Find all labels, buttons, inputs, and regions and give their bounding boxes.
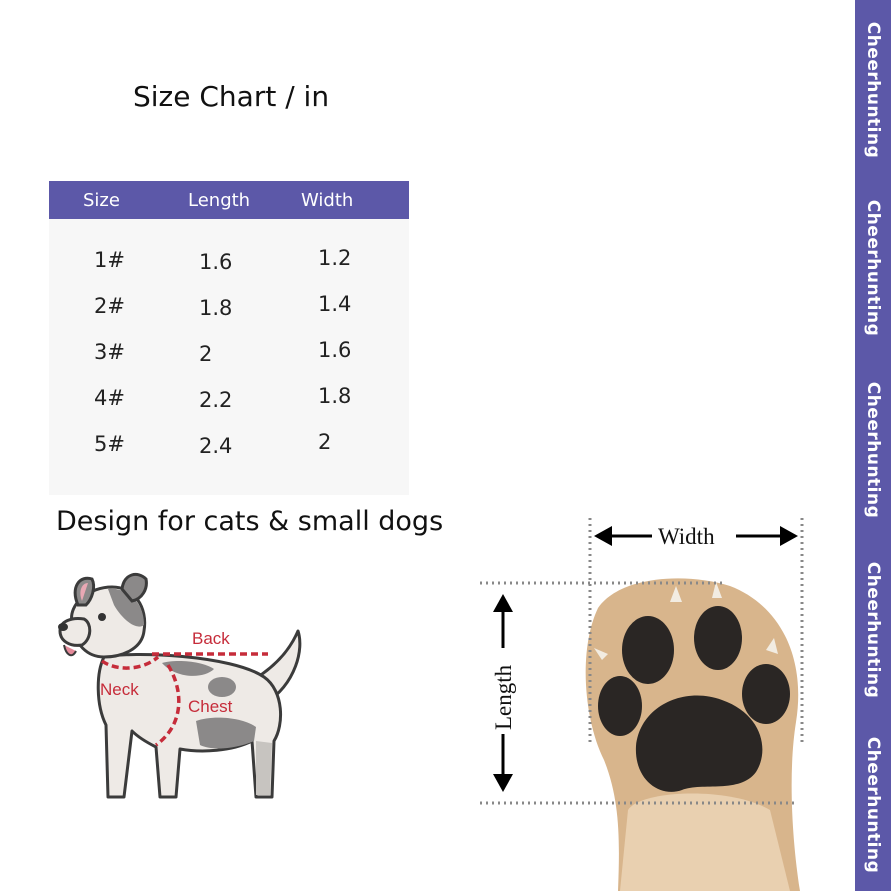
toe-pad: [694, 606, 742, 670]
paw-measure-illustration: Width Length: [480, 518, 804, 891]
back-label: Back: [192, 629, 230, 648]
table-row: 5# 2.4 2: [49, 430, 409, 472]
cell-size: 3#: [94, 340, 125, 364]
header-size: Size: [83, 190, 120, 211]
length-label: Length: [491, 664, 516, 730]
chest-label: Chest: [188, 697, 233, 716]
cell-length: 2: [199, 342, 213, 366]
cell-length: 1.8: [199, 296, 233, 320]
header-width: Width: [301, 190, 354, 211]
chart-title: Size Chart / in: [133, 80, 330, 113]
toe-pad: [622, 616, 674, 684]
cell-width: 1.2: [318, 246, 352, 270]
cell-width: 1.4: [318, 292, 352, 316]
cell-length: 2.2: [199, 388, 233, 412]
dog-measure-illustration: Back Neck Chest: [58, 572, 302, 799]
table-row: 4# 2.2 1.8: [49, 384, 409, 426]
cell-width: 1.8: [318, 384, 352, 408]
brand-sidebar: Cheerhunting Cheerhunting Cheerhunting C…: [855, 0, 891, 891]
table-row: 2# 1.8 1.4: [49, 292, 409, 334]
table-row: 1# 1.6 1.2: [49, 246, 409, 288]
main-pad: [635, 695, 763, 792]
brand-watermark: Cheerhunting: [863, 21, 883, 159]
brand-watermark: Cheerhunting: [863, 736, 883, 874]
brand-watermark: Cheerhunting: [863, 561, 883, 699]
arrow-down-icon: [493, 774, 513, 792]
arrow-right-icon: [780, 526, 798, 546]
table-row: 3# 2 1.6: [49, 338, 409, 380]
brand-watermark: Cheerhunting: [863, 199, 883, 337]
table-header: Size Length Width: [49, 181, 409, 219]
size-table: Size Length Width 1# 1.6 1.2 2# 1.8 1.4 …: [49, 181, 409, 495]
toe-pad: [598, 676, 642, 736]
cell-size: 1#: [94, 248, 125, 272]
subtitle: Design for cats & small dogs: [56, 506, 444, 537]
cell-size: 2#: [94, 294, 125, 318]
cell-size: 5#: [94, 432, 125, 456]
cell-width: 2: [318, 430, 332, 454]
neck-label: Neck: [100, 680, 139, 699]
cell-size: 4#: [94, 386, 125, 410]
cell-length: 2.4: [199, 434, 233, 458]
toe-pad: [742, 664, 790, 724]
arrow-left-icon: [594, 526, 612, 546]
header-length: Length: [188, 190, 251, 211]
cell-length: 1.6: [199, 250, 233, 274]
arrow-up-icon: [493, 594, 513, 612]
cell-width: 1.6: [318, 338, 352, 362]
brand-watermark: Cheerhunting: [863, 381, 883, 519]
width-label: Width: [658, 524, 715, 549]
